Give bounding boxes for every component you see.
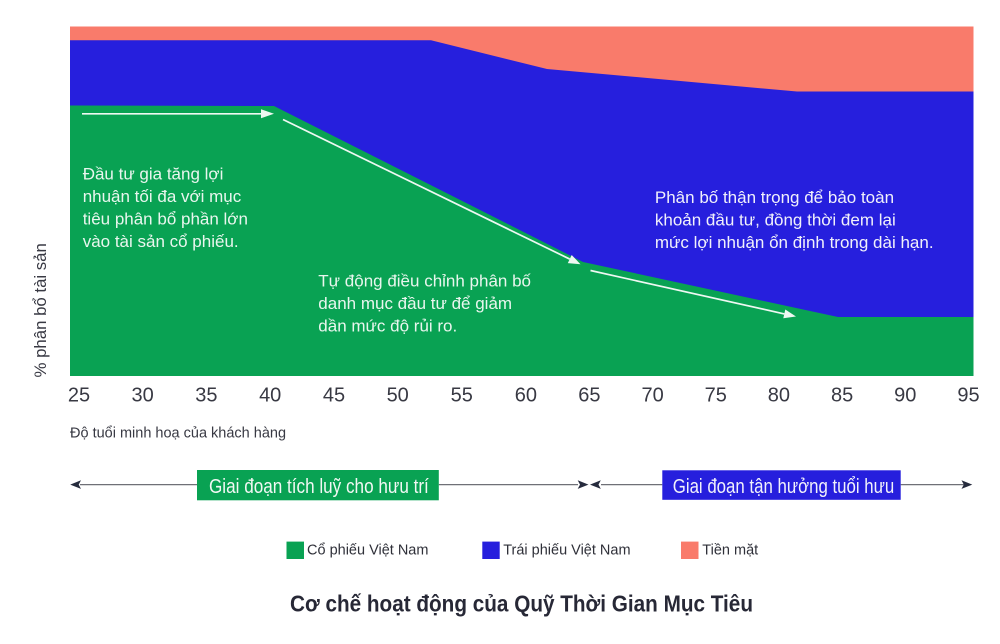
svg-text:vào tài sản cổ phiếu.: vào tài sản cổ phiếu. [83,232,239,251]
svg-text:Phân bố thận trọng để bảo toàn: Phân bố thận trọng để bảo toàn [655,188,894,207]
svg-text:Cổ phiếu Việt Nam: Cổ phiếu Việt Nam [307,543,428,559]
svg-text:nhuận tối đa với mục: nhuận tối đa với mục [83,187,242,206]
svg-text:45: 45 [323,384,345,406]
svg-text:55: 55 [451,384,473,406]
svg-text:% phân bổ tài sản: % phân bổ tài sản [31,243,50,377]
svg-text:35: 35 [195,384,217,406]
svg-text:Tiền mặt: Tiền mặt [702,543,758,559]
svg-text:30: 30 [131,384,153,406]
svg-text:Tự động điều chỉnh phân bố: Tự động điều chỉnh phân bố [318,271,531,290]
svg-text:65: 65 [578,384,600,406]
svg-text:50: 50 [387,384,409,406]
svg-text:mức lợi nhuận ổn định trong dà: mức lợi nhuận ổn định trong dài hạn. [655,233,934,252]
svg-text:40: 40 [259,384,281,406]
svg-text:90: 90 [894,384,916,406]
svg-text:Trái phiếu Việt Nam: Trái phiếu Việt Nam [503,543,630,559]
svg-text:Giai đoạn tích luỹ cho hưu trí: Giai đoạn tích luỹ cho hưu trí [209,476,429,498]
svg-text:dần mức độ rủi ro.: dần mức độ rủi ro. [318,316,457,335]
svg-text:25: 25 [68,384,90,406]
svg-text:Độ tuổi minh hoạ của khách hàn: Độ tuổi minh hoạ của khách hàng [70,426,286,442]
svg-text:75: 75 [705,384,727,406]
svg-text:tiêu phân bổ phần lớn: tiêu phân bổ phần lớn [83,210,248,229]
svg-text:danh mục đầu tư để giảm: danh mục đầu tư để giảm [318,294,512,313]
svg-text:khoản đầu tư, đồng thời đem lạ: khoản đầu tư, đồng thời đem lại [655,211,896,230]
svg-text:95: 95 [957,384,979,406]
svg-text:Cơ chế hoạt động của Quỹ Thời: Cơ chế hoạt động của Quỹ Thời Gian Mục T… [290,591,753,617]
svg-text:Đầu tư gia tăng lợi: Đầu tư gia tăng lợi [83,164,224,183]
svg-text:85: 85 [831,384,853,406]
svg-text:70: 70 [641,384,663,406]
svg-text:60: 60 [515,384,537,406]
svg-text:Giai đoạn tận hưởng tuổi hưu: Giai đoạn tận hưởng tuổi hưu [673,476,895,498]
svg-text:80: 80 [768,384,790,406]
